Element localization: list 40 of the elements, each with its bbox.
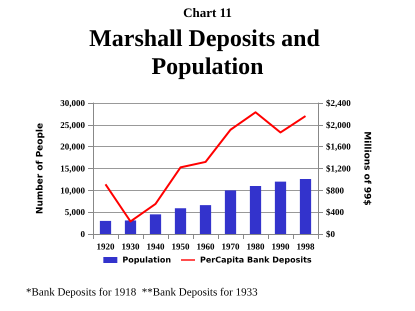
x-tick-label: 1930 (122, 242, 140, 252)
y-tick-label: 20,000 (60, 142, 86, 152)
x-tick-label: 1970 (222, 242, 240, 252)
bar (224, 190, 236, 234)
bar (174, 208, 186, 234)
chart-subtitle: Chart 11 (183, 5, 232, 20)
x-tick-label: 1998 (296, 242, 315, 252)
y2-tick-label: $400 (326, 207, 344, 218)
y-tick-label: 10,000 (60, 185, 86, 196)
bar (200, 205, 212, 234)
text: *Bank Deposits for 1918 **Bank Deposits for 1933 (26, 286, 258, 298)
legend-label: PerCapita Bank Deposits (200, 256, 312, 264)
bar (100, 220, 112, 234)
x-tick-label: 1990 (272, 242, 290, 252)
y2-tick-label: $2,400 (326, 98, 352, 108)
x-tick-label: 1950 (172, 242, 190, 252)
legend-label: Population (122, 256, 172, 264)
x-tick-label: 1940 (146, 242, 165, 252)
y2-tick-label: $800 (326, 185, 344, 196)
y2-tick-label: $0 (326, 229, 336, 239)
y-tick-label: 0 (80, 229, 86, 239)
line-series (104, 111, 306, 222)
x-tick-label: 1960 (196, 242, 215, 252)
y2-axis-title: Millions of 99$ (362, 131, 372, 206)
bar (274, 182, 286, 234)
bar (250, 186, 262, 234)
y-tick-label: 25,000 (60, 120, 86, 130)
bar (300, 178, 312, 234)
y-tick-label: 5,000 (64, 207, 86, 218)
y-tick-label: 15,000 (60, 164, 86, 174)
y2-tick-label: $1,200 (326, 164, 352, 174)
chart-title: Marshall Deposits and Population (89, 26, 326, 80)
y2-tick-label: $2,000 (326, 120, 352, 130)
y-axis-title: Number of People (36, 122, 46, 214)
bar (124, 220, 136, 234)
y-tick-label: 30,000 (60, 98, 86, 108)
bar (150, 214, 162, 234)
x-tick-label: 1980 (246, 242, 265, 252)
y2-tick-label: $1,600 (326, 142, 352, 152)
x-tick-label: 1920 (96, 242, 115, 252)
